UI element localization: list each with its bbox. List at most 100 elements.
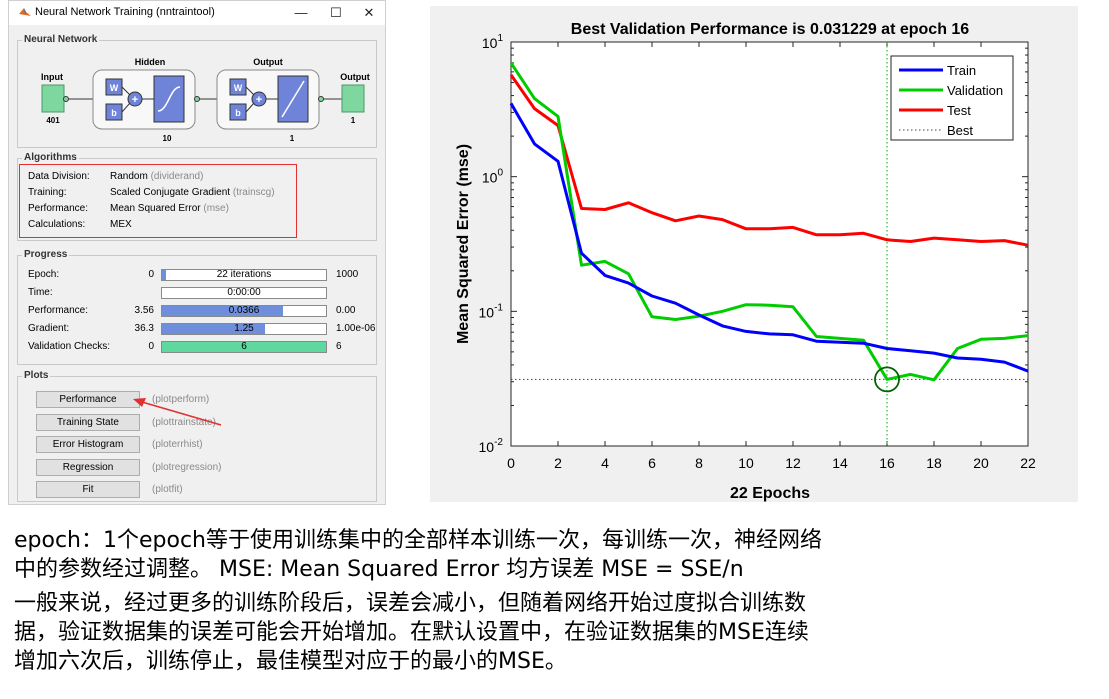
- hidden-weight-connector: [121, 86, 131, 96]
- y-tick-label: 101: [482, 33, 504, 51]
- plot-function-name: (plotperform): [152, 394, 210, 405]
- chart-title: Best Validation Performance is 0.031229 …: [571, 21, 970, 38]
- progress-start-value: 0: [148, 341, 154, 352]
- output-label: Output: [340, 72, 370, 82]
- close-button[interactable]: ✕: [363, 5, 375, 20]
- best-circle: [874, 366, 900, 393]
- plot-button-regression[interactable]: Regression: [36, 458, 140, 476]
- explanation-line: 一般来说，经过更多的训练阶段后，误差会减小，但随着网络开始过度拟合训练数: [14, 591, 807, 616]
- progress-bar-fill: [162, 306, 284, 316]
- hidden-bias-connector: [121, 102, 131, 113]
- algorithm-name: Scaled Conjugate Gradient: [110, 187, 231, 198]
- progress-bar: 0:00:00: [161, 287, 327, 299]
- progress-label-text: Epoch:: [28, 269, 60, 280]
- progress-bar: 6: [161, 341, 327, 353]
- algorithm-function: (dividerand): [150, 171, 204, 182]
- explanation-line: 中的参数经过调整。 MSE: Mean Squared Error 均方误差 M…: [14, 557, 744, 582]
- progress-bar-text: 6: [241, 341, 247, 352]
- progress-bar-text: 0:00:00: [227, 287, 261, 298]
- algorithm-function: (trainscg): [232, 187, 275, 198]
- progress-label-text: Validation Checks:: [28, 341, 111, 352]
- x-tick-label: 2: [554, 455, 562, 471]
- plot-button-performance[interactable]: Performance: [36, 391, 140, 408]
- x-tick-label: 12: [785, 455, 801, 471]
- progress-bar-fill: [162, 342, 326, 352]
- x-tick-label: 22: [1020, 455, 1036, 471]
- x-tick-label: 20: [973, 455, 989, 471]
- progress-row: Time: 0:00:00: [18, 286, 376, 300]
- legend-entry: Train: [947, 63, 976, 78]
- y-tick-base: 10: [482, 170, 498, 186]
- progress-row: Epoch: 0 22 iterations 1000: [18, 268, 376, 282]
- plot-button-fit[interactable]: Fit: [36, 481, 140, 498]
- progress-bar-fill: [162, 270, 166, 280]
- nntraintool-window: Neural Network Training (nntraintool) — …: [8, 0, 386, 505]
- output-weight-connector: [245, 86, 255, 96]
- plot-button-training-state[interactable]: Training State: [36, 413, 140, 431]
- y-tick-label: 10-1: [479, 302, 504, 320]
- algorithm-value: Scaled Conjugate Gradient (trainscg): [110, 186, 275, 200]
- hidden-bias-label: b: [111, 108, 117, 118]
- legend-entry-best: Best: [947, 123, 973, 138]
- algorithm-name: Random: [110, 171, 148, 182]
- plots-group: Plots Performance (plotperform) Training S…: [17, 370, 377, 502]
- progress-row: Validation Checks: 0 6 6: [18, 340, 376, 354]
- progress-label: Progress: [22, 249, 70, 260]
- algorithm-row: Training: Scaled Conjugate Gradient (trai…: [18, 186, 318, 200]
- y-axis-label: Mean Squared Error (mse): [455, 144, 472, 344]
- x-tick-label: 10: [738, 455, 754, 471]
- y-tick-exponent: 0: [497, 168, 503, 179]
- hidden-weight-label: W: [110, 83, 119, 93]
- progress-end-value: 1.00e-06: [336, 323, 376, 334]
- output-bias-connector: [245, 102, 255, 113]
- network-diagram: Input 401 Hidden W b + 10 Output: [41, 57, 370, 143]
- algorithm-value: Random (dividerand): [110, 170, 203, 184]
- progress-bar: 0.0366: [161, 305, 327, 317]
- algorithm-label: Performance:: [28, 203, 89, 214]
- hidden-output-node: [194, 96, 200, 102]
- series-line-train: [509, 102, 1029, 373]
- progress-start-value: 36.3: [134, 323, 154, 334]
- output-sum-label: +: [256, 94, 262, 106]
- algorithm-label: Data Division:: [28, 171, 90, 182]
- algorithm-name: MEX: [110, 219, 132, 230]
- legend: Train Validation Test Best: [890, 55, 1014, 141]
- x-tick-label: 16: [879, 455, 895, 471]
- algorithm-value: Mean Squared Error (mse): [110, 202, 229, 216]
- algorithms-label: Algorithms: [22, 152, 79, 163]
- linear-icon: [281, 80, 305, 118]
- algorithm-label: Training:: [28, 187, 67, 198]
- minimize-button[interactable]: —: [294, 5, 308, 20]
- series-line-validation: [509, 62, 1029, 382]
- y-tick-exponent: -1: [494, 302, 503, 313]
- x-tick-label: 6: [648, 455, 656, 471]
- y-tick-label: 10-2: [479, 437, 504, 455]
- y-tick-exponent: -2: [494, 437, 503, 448]
- annotation-highlight-box: [19, 164, 297, 238]
- progress-row: Performance: 3.56 0.0366 0.00: [18, 304, 376, 318]
- matlab-icon: [19, 8, 31, 16]
- hidden-size: 10: [163, 134, 172, 143]
- progress-bar-text: 22 iterations: [216, 269, 272, 280]
- input-label: Input: [41, 72, 63, 82]
- progress-end-value: 0.00: [336, 305, 356, 316]
- output-weight-label: W: [234, 83, 243, 93]
- x-tick-label: 14: [832, 455, 848, 471]
- y-tick-base: 10: [482, 35, 498, 51]
- progress-label-text: Gradient:: [28, 323, 70, 334]
- output-block: [341, 84, 365, 113]
- algorithm-row: Performance: Mean Squared Error (mse): [18, 202, 318, 216]
- progress-row: Gradient: 36.3 1.25 1.00e-06: [18, 322, 376, 336]
- output-layer-label: Output: [253, 57, 283, 67]
- input-block: [41, 84, 65, 113]
- progress-label-text: Performance:: [28, 305, 89, 316]
- performance-chart: Best Validation Performance is 0.031229 …: [455, 21, 1036, 502]
- series-lines: [509, 62, 1029, 382]
- legend-entry: Test: [947, 103, 971, 118]
- neural-network-label: Neural Network: [22, 34, 100, 45]
- plot-button-error-histogram[interactable]: Error Histogram: [36, 436, 140, 453]
- progress-end-value: 6: [336, 341, 342, 352]
- progress-bar: 22 iterations: [161, 269, 327, 281]
- progress-start-value: 0: [148, 269, 154, 280]
- maximize-button[interactable]: ☐: [330, 5, 342, 20]
